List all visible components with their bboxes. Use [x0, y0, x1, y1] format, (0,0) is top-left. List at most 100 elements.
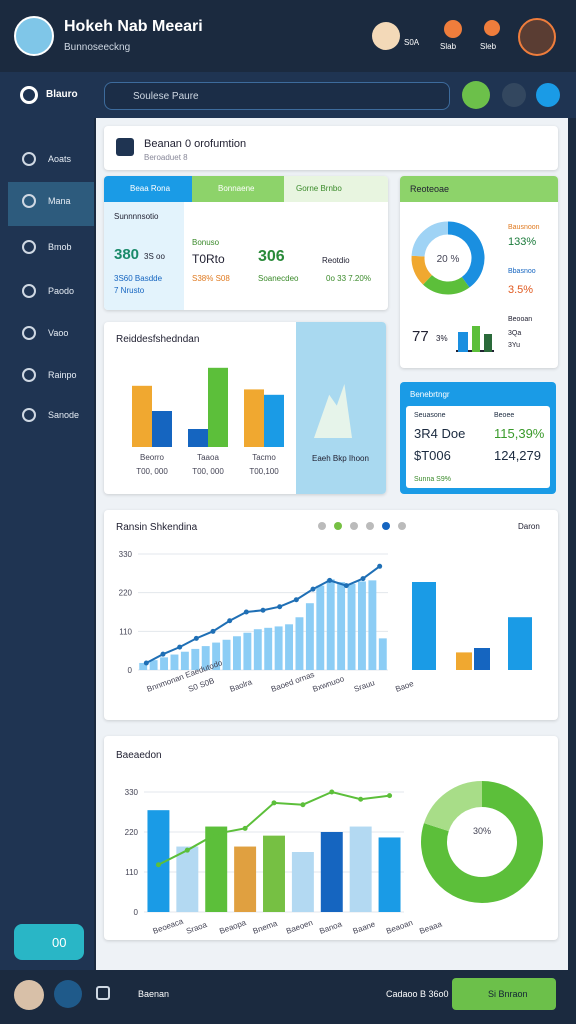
y-tick-label: 330	[125, 788, 139, 797]
x-tick-label: Baeoen	[285, 918, 314, 936]
avatar[interactable]	[518, 18, 556, 56]
bar	[201, 646, 210, 670]
nav-icon[interactable]	[22, 326, 36, 340]
trend-point	[184, 847, 190, 853]
icon	[116, 138, 134, 156]
action-button[interactable]	[462, 81, 490, 109]
bar	[191, 648, 200, 670]
primary-button[interactable]: Si Bnraon	[452, 978, 556, 1010]
bar	[234, 846, 257, 912]
bar	[456, 652, 472, 670]
x-tick-label: Beoeaca	[152, 916, 185, 935]
donut-segment	[447, 221, 485, 288]
nav-label[interactable]: Rainpo	[48, 370, 77, 380]
nav-icon[interactable]	[22, 240, 36, 254]
nav-label[interactable]: Mana	[48, 196, 71, 206]
mini-chart	[456, 324, 494, 352]
bar	[508, 617, 532, 670]
tab[interactable]: Gorne Brnbo	[284, 176, 388, 202]
legend-label: Bbasnoo	[508, 268, 536, 275]
x-tick-label: Tacmo	[252, 453, 276, 462]
summary-card: Beaa Rona Bonnaene Gorne Brnbo Sunnnnsot…	[104, 176, 388, 310]
notification[interactable]	[484, 20, 500, 36]
filter-dot	[366, 522, 374, 530]
nav-label[interactable]: Paodo	[48, 286, 75, 296]
filter-dot	[398, 522, 406, 530]
search-placeholder: Soulese Paure	[133, 91, 199, 102]
nav-label[interactable]: Bmob	[48, 242, 72, 252]
value: 306	[258, 248, 285, 265]
trend-point	[193, 635, 199, 641]
lock-button[interactable]	[54, 980, 82, 1008]
trend-point	[155, 862, 161, 868]
search-box[interactable]: Soulese Paure	[104, 82, 450, 110]
avatar[interactable]	[14, 980, 44, 1010]
legend-value: 3.5%	[508, 284, 534, 296]
y-tick-label: 0	[128, 666, 133, 675]
bar	[320, 832, 343, 912]
trend-point	[360, 576, 366, 582]
y-tick-label: 330	[119, 550, 133, 559]
note: Soanecdeo	[258, 274, 299, 283]
logo[interactable]	[20, 86, 38, 104]
nav-label[interactable]: Sanode	[48, 410, 80, 420]
row-text: 115,39%	[494, 426, 545, 441]
bar	[149, 660, 158, 670]
bar	[285, 624, 293, 670]
trend-point	[177, 644, 183, 650]
notification[interactable]	[444, 20, 462, 38]
nav-label[interactable]: Aoats	[48, 154, 72, 164]
donut-center: 20 %	[437, 254, 460, 265]
tab[interactable]: Beaa Rona	[104, 176, 192, 202]
trend-point	[358, 796, 364, 802]
x-sublabel: T00, 000	[192, 467, 224, 476]
x-sublabel: T00,100	[249, 467, 279, 476]
menu-button[interactable]	[96, 986, 110, 1000]
tab[interactable]: Bonnaene	[192, 176, 284, 202]
profile-button[interactable]	[502, 83, 526, 107]
avatar[interactable]	[14, 16, 54, 56]
x-tick-label: Baoe	[394, 679, 415, 694]
nav-icon[interactable]	[22, 408, 36, 422]
tab-label: Gorne Brnbo	[296, 184, 342, 193]
x-tick-label: Beaopa	[218, 918, 248, 936]
donut-segment	[411, 255, 433, 285]
row-text: $T006	[414, 448, 451, 463]
value: T0Rto	[192, 252, 225, 266]
bar	[264, 627, 273, 670]
footer-note: Sunna S9%	[414, 476, 451, 483]
bar	[205, 826, 228, 912]
bar	[253, 629, 262, 670]
nav-icon[interactable]	[22, 368, 36, 382]
bar	[152, 411, 172, 447]
footer: Baenan Cadaoo B 36o0 Si Bnraon	[0, 972, 576, 1024]
card-title: Reoteoae	[410, 184, 450, 194]
trend-point	[213, 831, 219, 837]
sidebar-button[interactable]: 00	[14, 924, 84, 960]
y-tick-label: 110	[119, 627, 132, 636]
sidebar: 00 Aoats Mana Bmob Paodo Vaoo Rainpo Sanode	[0, 118, 94, 970]
label: Bonuso	[192, 238, 220, 247]
card-title: Benebrtngr	[410, 390, 450, 399]
bar	[347, 583, 356, 670]
trend-point	[277, 604, 283, 610]
stat: 3%	[436, 334, 448, 343]
filter-dot	[382, 522, 390, 530]
card-button[interactable]: Daron	[518, 522, 540, 531]
trend-point	[143, 660, 149, 666]
nav-icon[interactable]	[22, 194, 36, 208]
y-tick-label: 220	[125, 828, 139, 837]
bar	[244, 389, 264, 447]
bar	[243, 632, 252, 670]
avatar[interactable]	[372, 22, 400, 50]
nav-icon[interactable]	[22, 152, 36, 166]
bar	[305, 603, 314, 670]
nav-icon[interactable]	[22, 284, 36, 298]
trend-point	[293, 597, 299, 603]
x-tick-label: Banoa	[318, 919, 343, 936]
trend-point	[387, 793, 393, 799]
nav-label[interactable]: Vaoo	[48, 328, 69, 338]
y-tick-label: 110	[125, 868, 138, 877]
settings-button[interactable]	[536, 83, 560, 107]
